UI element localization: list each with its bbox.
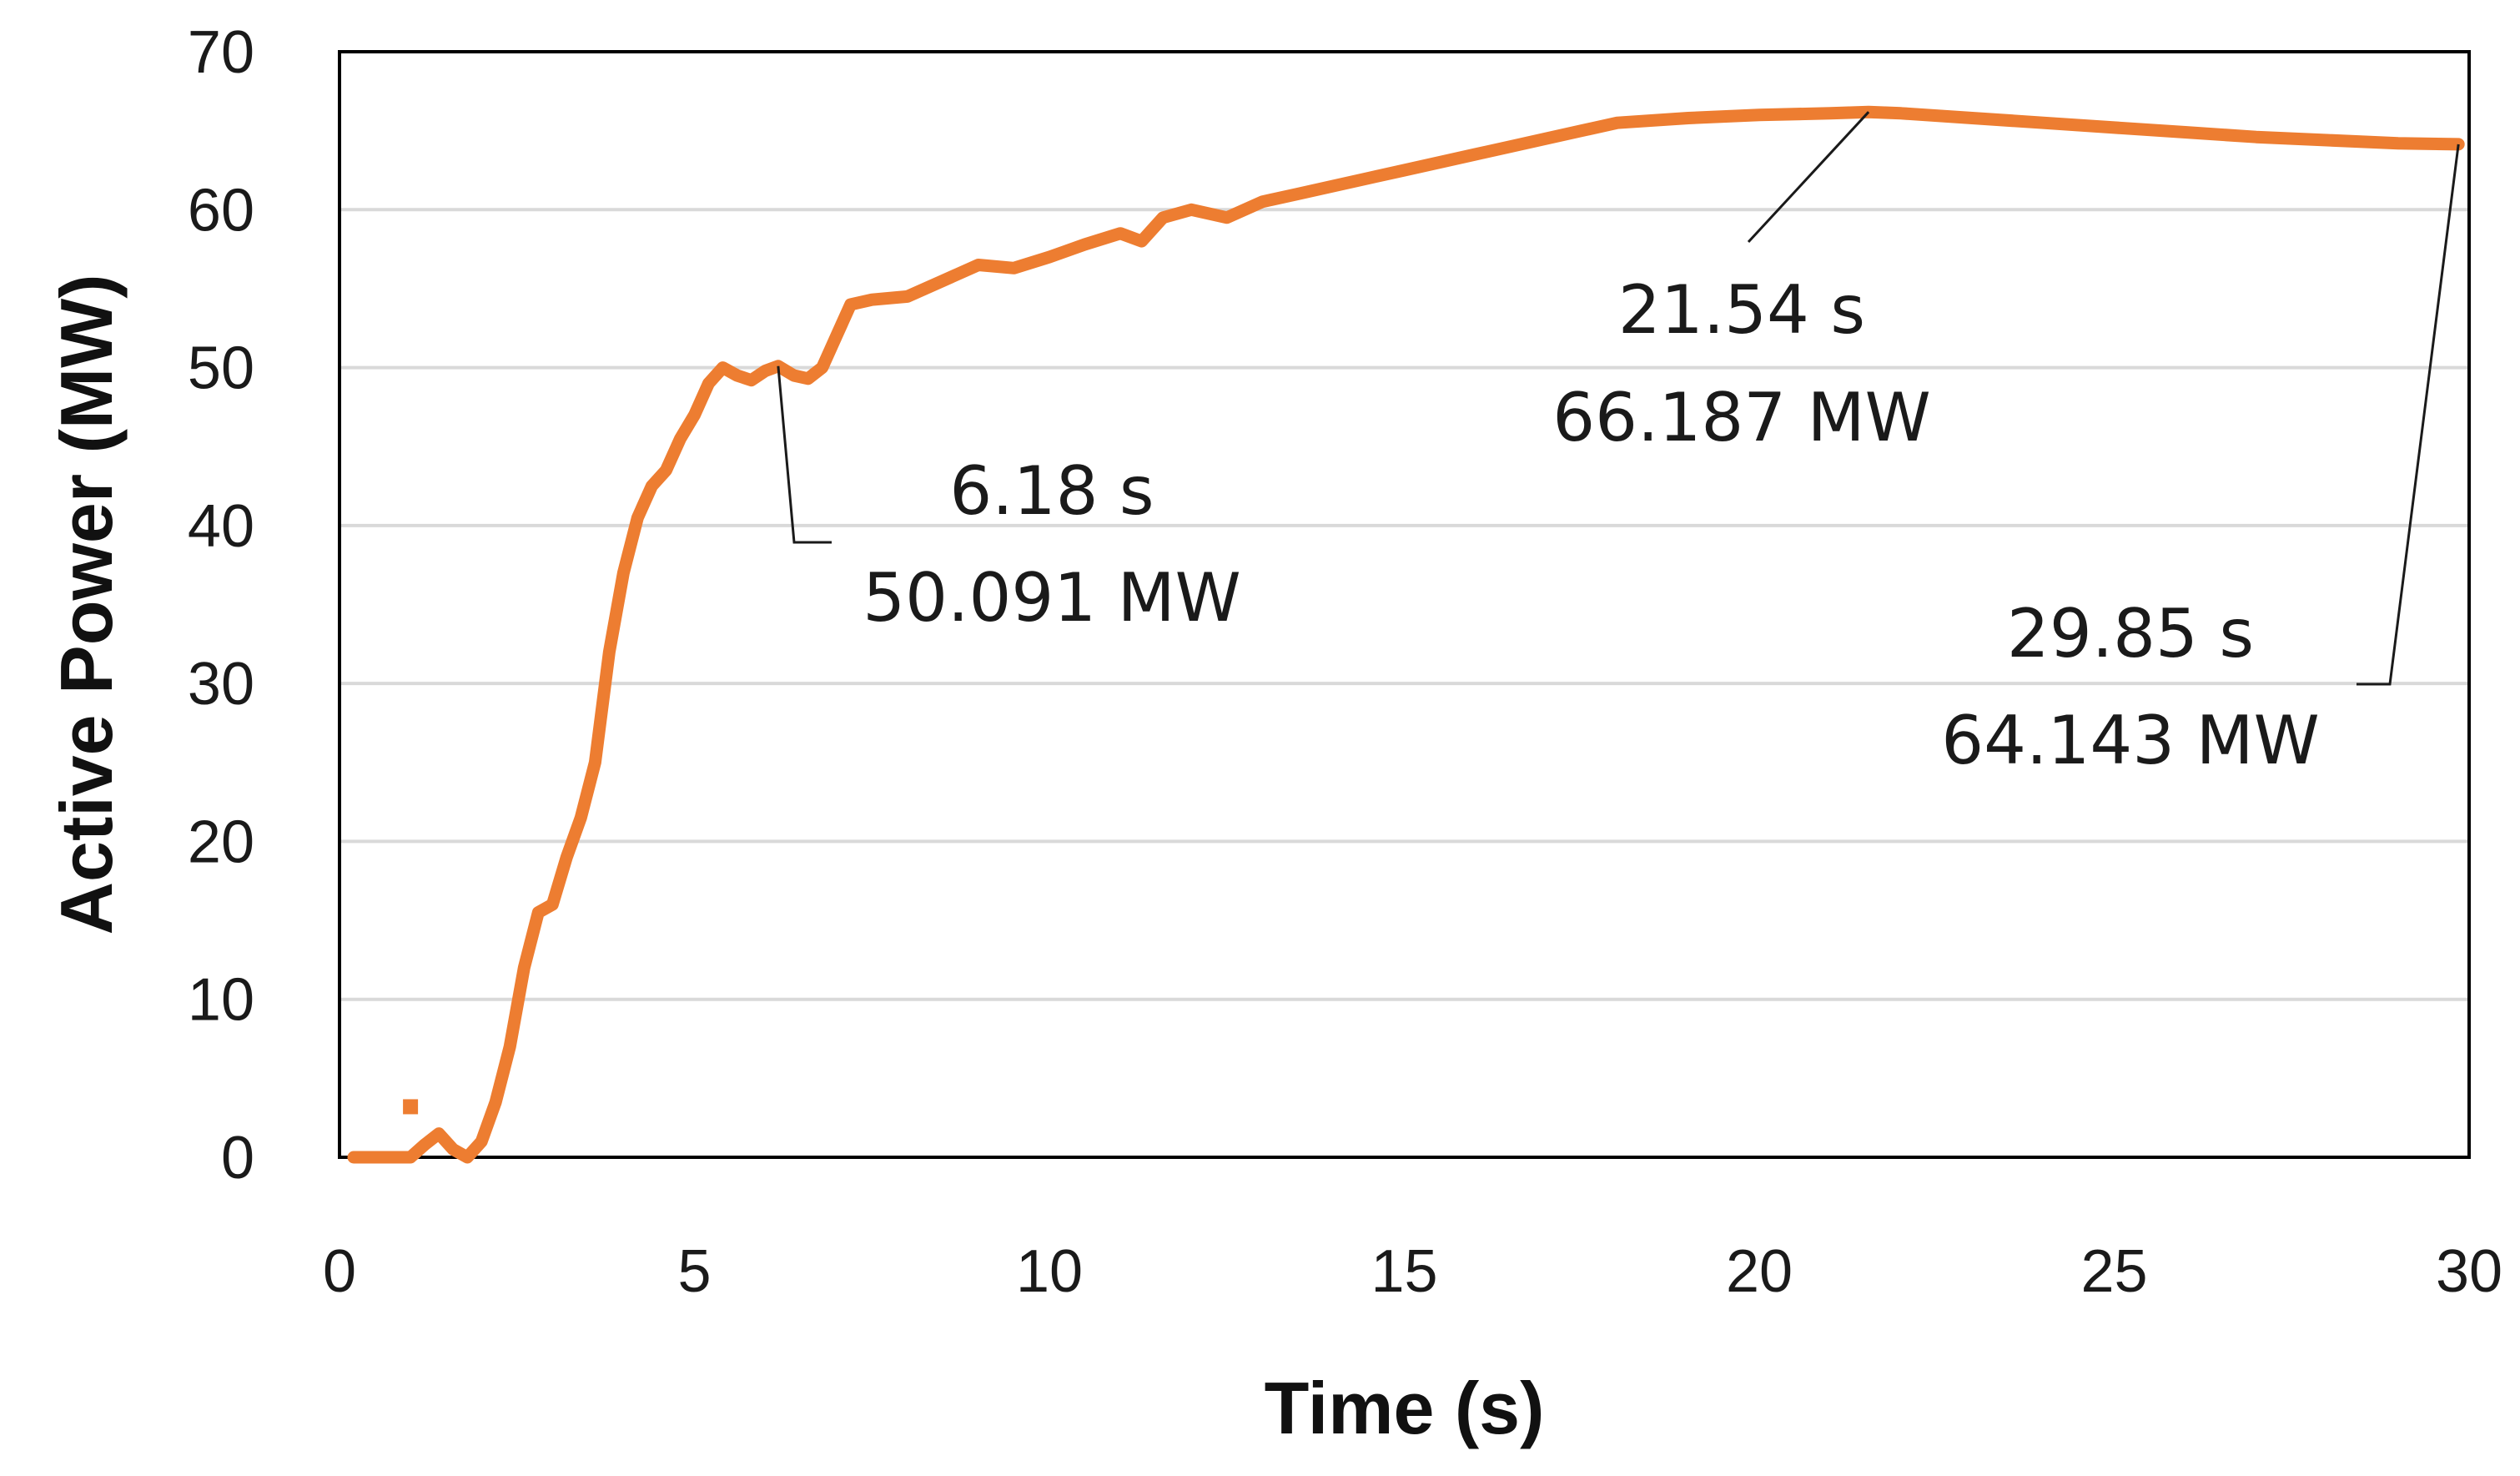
y-axis-ticks: 0 10 20 30 40 50 60 70 (188, 19, 254, 1191)
series-line-1 (347, 105, 2465, 1164)
x-tick-label: 10 (1016, 1238, 1083, 1305)
x-tick-label: 30 (2436, 1238, 2502, 1305)
annotation-leader-line (2357, 144, 2460, 686)
annotation-value-label: 66.187 MW (1552, 379, 1930, 456)
annotation-value-label: 50.091 MW (863, 559, 1240, 637)
x-axis-ticks: 0 5 10 15 20 25 30 (323, 1238, 2502, 1305)
annotation-time-label: 6.18 s (949, 452, 1154, 530)
x-tick-label: 5 (677, 1238, 711, 1305)
annotation-value-label: 64.143 MW (1941, 702, 2319, 779)
stray-data-point (403, 1099, 419, 1115)
y-tick-label: 40 (188, 493, 254, 560)
y-tick-label: 20 (188, 809, 254, 875)
y-tick-label: 50 (188, 335, 254, 402)
y-tick-label: 70 (188, 19, 254, 86)
gridlines (340, 208, 2469, 1001)
annotation-leader-line (1747, 111, 1870, 244)
y-axis-title: Active Power (MW) (45, 274, 128, 934)
x-axis-title: Time (s) (1265, 1367, 1545, 1449)
annotation-time-label: 29.85 s (2007, 595, 2254, 673)
y-tick-label: 30 (188, 651, 254, 718)
annotation-leader-line (777, 365, 832, 544)
annotations: 6.18 s 50.091 MW 21.54 s 66.187 MW 29.85 s 64… (777, 111, 2460, 779)
x-tick-label: 0 (323, 1238, 356, 1305)
x-tick-label: 20 (1726, 1238, 1793, 1305)
y-tick-label: 0 (221, 1125, 254, 1191)
series-layer (347, 105, 2465, 1164)
plot-area-frame (338, 50, 2471, 1159)
x-tick-label: 15 (1371, 1238, 1437, 1305)
x-tick-label: 25 (2080, 1238, 2147, 1305)
annotation-time-label: 21.54 s (1618, 271, 1865, 349)
y-tick-label: 60 (188, 177, 254, 244)
y-tick-label: 10 (188, 967, 254, 1034)
